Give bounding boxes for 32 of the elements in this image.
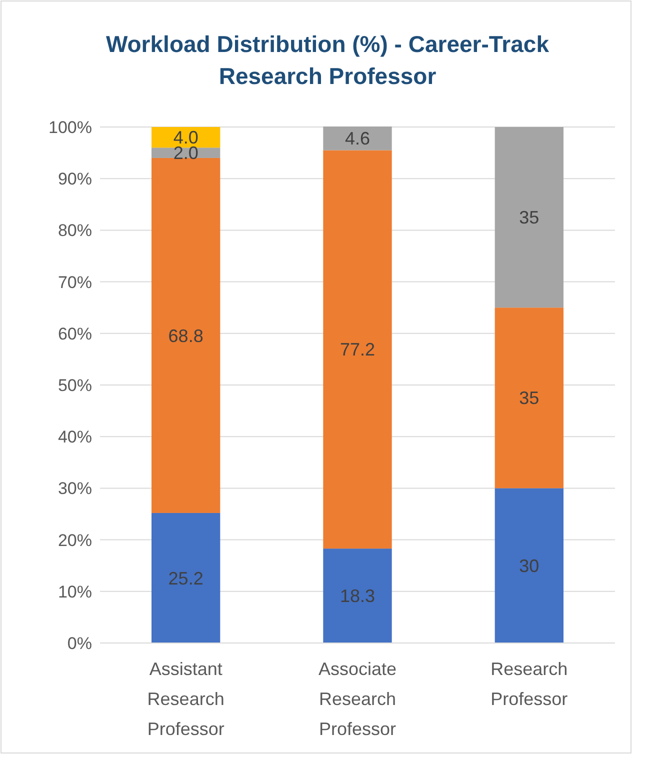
x-tick-label: Associate Research Professor bbox=[318, 659, 397, 739]
bar bbox=[152, 158, 220, 513]
data-label: 4.6 bbox=[344, 128, 370, 149]
data-label: 35 bbox=[519, 208, 540, 228]
data-label: 77.2 bbox=[340, 340, 376, 360]
x-tick-label: Assistant Research Professor bbox=[147, 659, 224, 739]
bar bbox=[323, 126, 392, 150]
y-tick-label: 0% bbox=[67, 634, 92, 653]
chart-title: Workload Distribution (%) - Career-Track Research Professor bbox=[106, 31, 550, 89]
y-tick-label: 50% bbox=[58, 376, 92, 395]
data-label: 35 bbox=[519, 388, 540, 408]
y-tick-label: 40% bbox=[58, 428, 92, 447]
y-tick-label: 90% bbox=[58, 170, 92, 189]
y-tick-label: 60% bbox=[58, 324, 92, 344]
bar bbox=[152, 512, 220, 643]
y-tick-label: 80% bbox=[58, 221, 92, 240]
y-tick-label: 70% bbox=[58, 272, 92, 292]
bar bbox=[323, 150, 392, 549]
data-label: 18.3 bbox=[340, 586, 376, 606]
y-tick-label: 30% bbox=[58, 479, 92, 498]
y-tick-label: 100% bbox=[48, 118, 92, 137]
bar bbox=[152, 127, 220, 148]
bar bbox=[494, 488, 564, 643]
data-label: 68.8 bbox=[168, 326, 204, 346]
data-label: 25.2 bbox=[168, 568, 204, 588]
y-tick-label: 10% bbox=[58, 582, 92, 602]
data-label: 30 bbox=[519, 556, 540, 576]
bar bbox=[323, 548, 392, 643]
bar bbox=[494, 127, 564, 308]
y-tick-label: 20% bbox=[58, 530, 92, 550]
x-tick-label: Research Professor bbox=[490, 659, 568, 709]
bar bbox=[494, 308, 564, 488]
